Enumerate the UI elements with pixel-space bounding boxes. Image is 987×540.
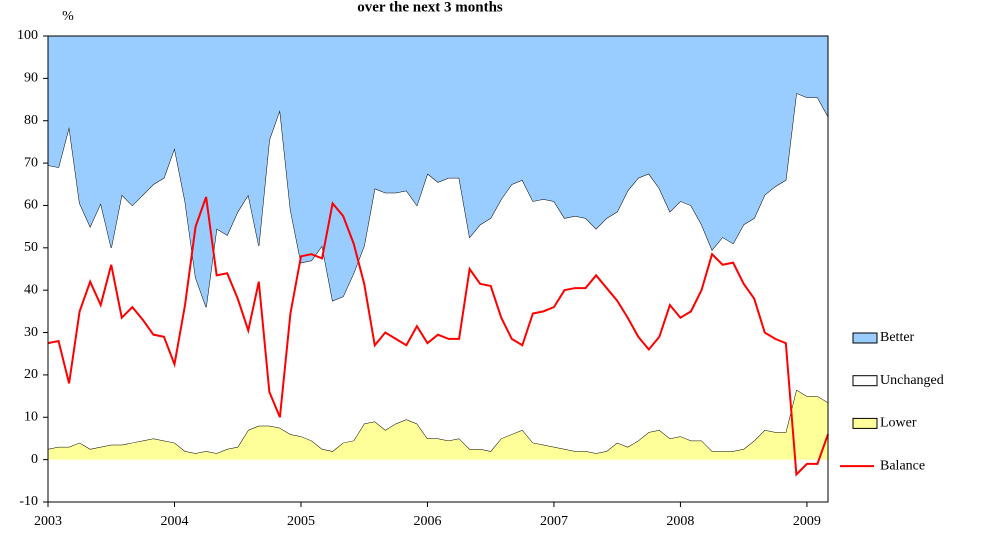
area	[48, 389, 828, 460]
y-tick-label: 60	[24, 198, 38, 213]
x-tick-label: 2007	[540, 514, 568, 529]
y-tick-label: 20	[24, 367, 38, 382]
y-tick-label: 70	[24, 155, 38, 170]
legend-label: Better	[880, 330, 915, 345]
area-edge	[47, 92, 829, 308]
y-tick-label: 0	[31, 452, 38, 467]
x-tick-label: 2008	[666, 514, 694, 529]
plot-frame	[47, 35, 829, 503]
area	[48, 93, 828, 454]
y-tick-label: 90	[24, 71, 38, 86]
legend-label: Unchanged	[880, 373, 944, 388]
legend-label: Balance	[880, 458, 925, 473]
y-tick-label: 40	[24, 282, 38, 297]
x-tick-label: 2004	[160, 514, 188, 529]
legend-swatch	[852, 417, 878, 429]
y-tick-label: 10	[24, 409, 38, 424]
area-edge	[47, 388, 829, 454]
y-tick-label: -10	[19, 494, 38, 509]
x-tick-label: 2003	[34, 514, 62, 529]
x-tick-label: 2005	[287, 514, 315, 529]
y-tick-label: 30	[24, 325, 38, 340]
line	[47, 196, 829, 477]
legend-swatch	[852, 375, 878, 387]
x-tick-label: 2006	[413, 514, 441, 529]
legend-label: Lower	[880, 416, 917, 431]
y-axis-label: %	[62, 9, 74, 24]
y-tick-label: 100	[17, 28, 38, 43]
y-tick-label: 50	[24, 240, 38, 255]
area	[48, 36, 828, 308]
y-tick-label: 80	[24, 113, 38, 128]
chart-title: over the next 3 months	[357, 0, 503, 15]
x-tick-label: 2009	[793, 514, 821, 529]
legend-swatch	[852, 332, 878, 344]
